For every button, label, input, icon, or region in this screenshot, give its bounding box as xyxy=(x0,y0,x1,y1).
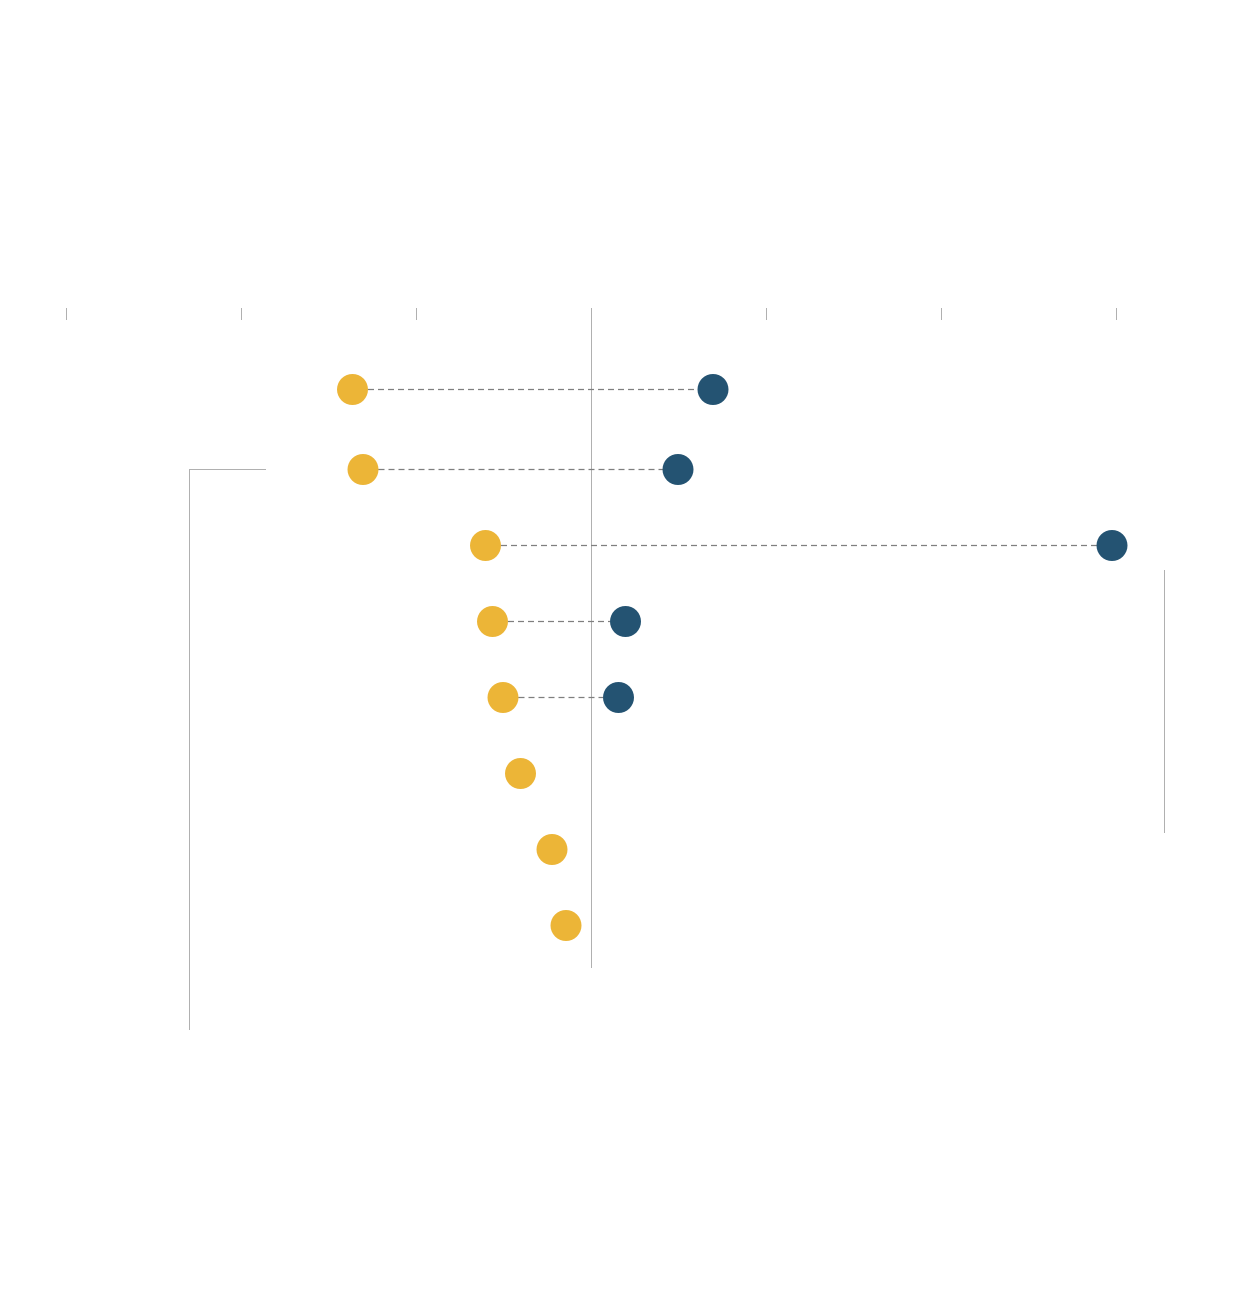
start-point-marker xyxy=(536,834,568,865)
end-point-marker xyxy=(697,374,729,405)
end-point-marker xyxy=(662,454,694,485)
start-point-marker xyxy=(550,910,582,941)
end-point-marker xyxy=(1096,530,1128,561)
start-point-marker xyxy=(470,530,501,561)
end-point-marker xyxy=(610,606,641,637)
end-point-marker xyxy=(603,682,634,713)
x-axis xyxy=(66,308,1117,968)
start-point-marker xyxy=(477,606,508,637)
connector-lines xyxy=(368,388,1097,699)
start-point-marker xyxy=(337,374,368,405)
start-point-marker xyxy=(347,454,379,485)
data-markers xyxy=(337,374,1128,941)
start-point-marker xyxy=(487,682,519,713)
annotation-layer xyxy=(189,469,1165,1030)
start-point-marker xyxy=(505,758,536,789)
left-bracket-line xyxy=(189,469,266,1030)
